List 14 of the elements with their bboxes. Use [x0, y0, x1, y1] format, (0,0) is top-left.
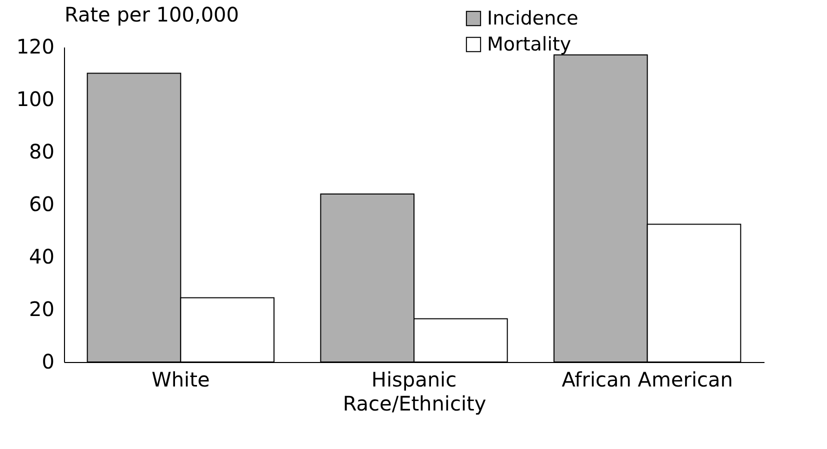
y-tick-label: 60: [29, 192, 54, 216]
x-tick-label: White: [152, 368, 210, 392]
y-tick-label: 20: [29, 297, 54, 321]
legend-label: Incidence: [487, 8, 578, 30]
legend-label: Mortality: [487, 34, 572, 56]
x-axis-title: Race/Ethnicity: [342, 392, 486, 416]
y-axis-title: Rate per 100,000: [64, 2, 240, 26]
x-tick-label: African American: [562, 368, 733, 392]
x-tick-label: Hispanic: [371, 368, 457, 392]
y-tick-label: 80: [29, 140, 54, 164]
y-tick-label: 120: [16, 34, 54, 58]
y-tick-label: 40: [29, 244, 54, 268]
y-tick-label: 0: [42, 350, 54, 374]
y-tick-label: 100: [16, 87, 54, 111]
